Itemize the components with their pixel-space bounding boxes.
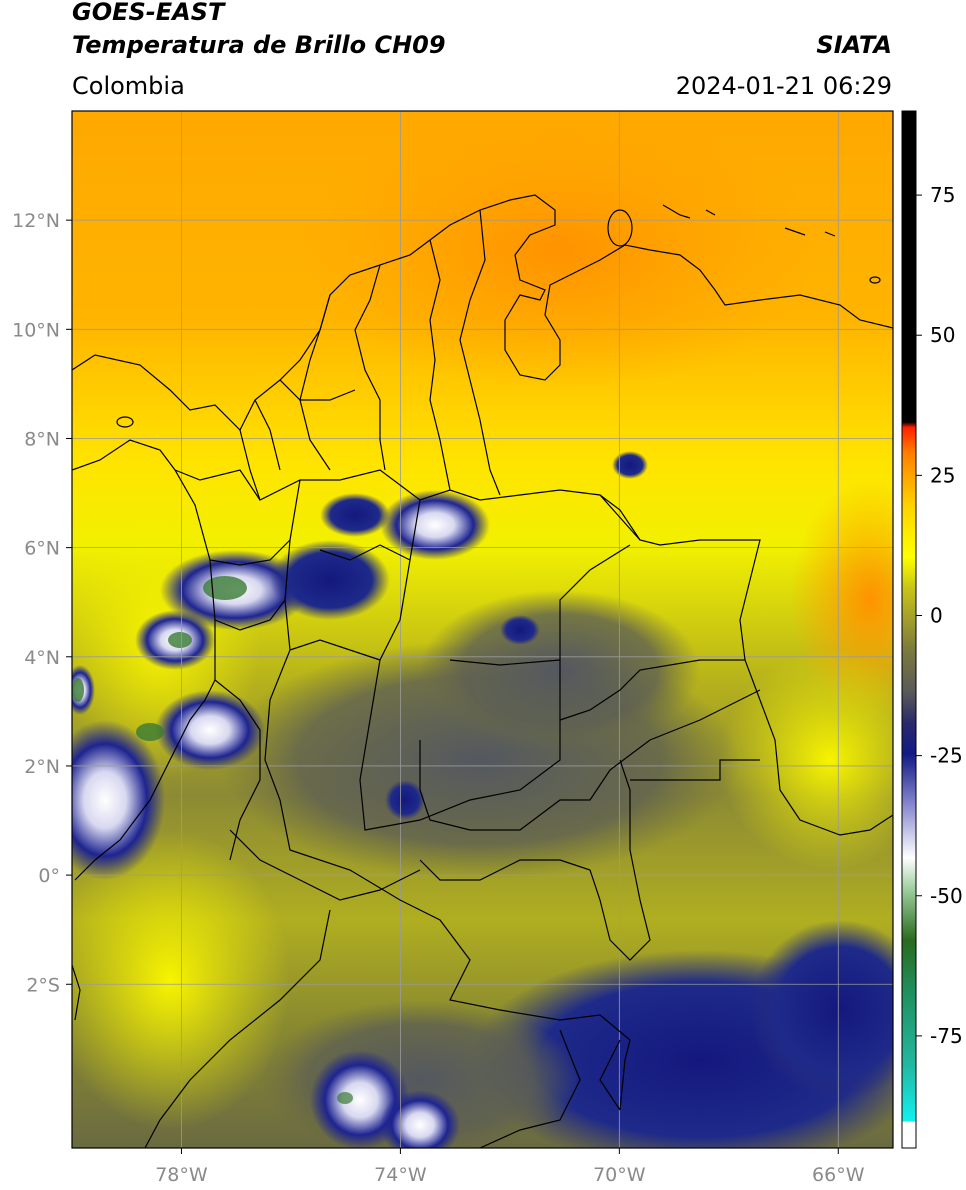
colorbar: 75 50 25 0 -25 -50 -75 — [901, 110, 963, 1149]
coastline-borders — [72, 194, 893, 1148]
lon-tick-label: 74°W — [374, 1164, 427, 1186]
lat-tick-label: 8°N — [24, 428, 60, 450]
colorbar-tick-label: -50 — [930, 884, 963, 908]
lat-tick-label: 12°N — [12, 210, 60, 232]
lat-tick-label: 2°N — [24, 756, 60, 778]
colorbar-tick-label: 25 — [930, 463, 955, 487]
colorbar-tick-label: 50 — [930, 323, 955, 347]
lon-tick-label: 66°W — [812, 1164, 865, 1186]
lat-tick-label: 4°N — [24, 647, 60, 669]
colorbar-frame — [901, 110, 917, 1149]
colorbar-ticks: 75 50 25 0 -25 -50 -75 — [916, 183, 963, 1048]
title-line-1: GOES-EAST — [72, 0, 225, 26]
lon-tick-label: 78°W — [155, 1164, 208, 1186]
lat-tick-label: 0° — [38, 865, 60, 887]
colorbar-tick-label: 0 — [930, 603, 943, 627]
satellite-image — [72, 111, 893, 1148]
map-frame — [71, 110, 894, 1149]
title-line-2: Temperatura de Brillo CH09 — [72, 31, 446, 59]
lat-tick-label: 6°N — [24, 538, 60, 560]
brand-label: SIATA — [816, 31, 892, 59]
colorbar-tick-label: 75 — [930, 183, 955, 207]
colorbar-gradient — [902, 111, 916, 1148]
colorbar-tick-label: -75 — [930, 1024, 963, 1048]
gridlines — [72, 111, 893, 1148]
map-axes: 12°N 10°N 8°N 6°N 4°N 2°N 0° 2°S 78°W 74°W 70°W 66°… — [12, 210, 865, 1186]
lat-tick-label: 2°S — [26, 974, 60, 996]
region-label: Colombia — [72, 72, 185, 100]
lon-tick-label: 70°W — [593, 1164, 646, 1186]
colorbar-tick-label: -25 — [930, 744, 963, 768]
lat-tick-label: 10°N — [12, 319, 60, 341]
timestamp-label: 2024-01-21 06:29 — [675, 72, 892, 100]
